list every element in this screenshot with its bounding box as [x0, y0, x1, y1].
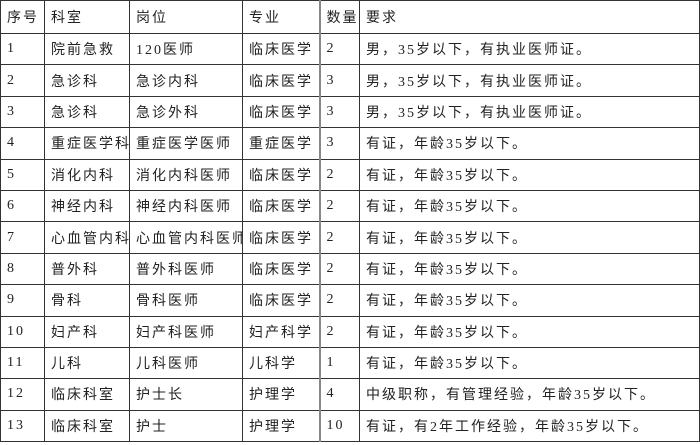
position-cell: 骨科医师: [129, 284, 243, 317]
quantity-cell: 2: [318, 189, 360, 223]
requirement-cell: 有证，年龄35岁以下。: [359, 127, 700, 160]
table-row: 2 急诊科 急诊内科 临床医学 3 男，35岁以下，有执业医师证。: [0, 64, 700, 97]
position-cell: 普外科医师: [129, 252, 243, 286]
table-row: 8 普外科 普外科医师 临床医学 2 有证，年龄35岁以下。: [0, 252, 700, 286]
index-cell: 4: [0, 127, 45, 160]
department-cell: 院前急救: [44, 32, 130, 66]
position-cell: 消化内科医师: [129, 158, 243, 191]
index-cell: 7: [0, 221, 45, 254]
index-cell: 11: [0, 346, 45, 380]
index-cell: 1: [0, 32, 45, 66]
quantity-cell: 10: [318, 409, 360, 443]
department-cell: 急诊科: [44, 64, 130, 97]
table-row: 4 重症医学科 重症医学医师 重症医学 3 有证，年龄35岁以下。: [0, 127, 700, 160]
major-cell: 重症医学: [242, 127, 320, 160]
header-cell: 科室: [44, 0, 130, 34]
quantity-cell: 1: [318, 346, 360, 380]
major-cell: 临床医学: [242, 252, 320, 286]
quantity-cell: 2: [318, 252, 360, 286]
major-cell: 护理学: [242, 409, 320, 443]
requirement-cell: 有证，年龄35岁以下。: [359, 189, 700, 223]
index-cell: 6: [0, 189, 45, 223]
position-cell: 儿科医师: [129, 346, 243, 380]
requirement-cell: 男，35岁以下，有执业医师证。: [359, 95, 700, 129]
position-cell: 120医师: [129, 32, 243, 66]
header-cell: 数量: [318, 0, 360, 34]
department-cell: 神经内科: [44, 189, 130, 223]
major-cell: 临床医学: [242, 95, 320, 129]
department-cell: 重症医学科: [44, 127, 130, 160]
quantity-cell: 3: [318, 127, 360, 160]
department-cell: 临床科室: [44, 409, 130, 443]
requirement-cell: 中级职称，有管理经验，年龄35岁以下。: [359, 378, 700, 411]
department-cell: 妇产科: [44, 315, 130, 348]
department-cell: 心血管内科: [44, 221, 130, 254]
major-cell: 儿科学: [242, 346, 320, 380]
requirement-cell: 有证，年龄35岁以下。: [359, 252, 700, 286]
quantity-cell: 2: [318, 158, 360, 191]
index-cell: 13: [0, 409, 45, 443]
index-cell: 10: [0, 315, 45, 348]
department-cell: 急诊科: [44, 95, 130, 129]
index-cell: 8: [0, 252, 45, 286]
quantity-cell: 3: [318, 95, 360, 129]
table-row: 3 急诊科 急诊外科 临床医学 3 男，35岁以下，有执业医师证。: [0, 95, 700, 129]
position-cell: 急诊内科: [129, 64, 243, 97]
major-cell: 妇产科学: [242, 315, 320, 348]
department-cell: 消化内科: [44, 158, 130, 191]
header-cell: 岗位: [129, 0, 243, 34]
index-cell: 12: [0, 378, 45, 411]
table-row: 9 骨科 骨科医师 临床医学 2 有证，年龄35岁以下。: [0, 284, 700, 317]
index-cell: 3: [0, 95, 45, 129]
header-cell: 序号: [0, 0, 45, 34]
requirement-cell: 有证，年龄35岁以下。: [359, 346, 700, 380]
requirement-cell: 有证，年龄35岁以下。: [359, 221, 700, 254]
department-cell: 普外科: [44, 252, 130, 286]
table-row: 1 院前急救 120医师 临床医学 2 男，35岁以下，有执业医师证。: [0, 32, 700, 66]
table-row: 13 临床科室 护士 护理学 10 有证，有2年工作经验，年龄35岁以下。: [0, 409, 700, 443]
position-cell: 妇产科医师: [129, 315, 243, 348]
table-row: 5 消化内科 消化内科医师 临床医学 2 有证，年龄35岁以下。: [0, 158, 700, 191]
table-row: 12 临床科室 护士长 护理学 4 中级职称，有管理经验，年龄35岁以下。: [0, 378, 700, 411]
requirement-cell: 有证，年龄35岁以下。: [359, 284, 700, 317]
table-row: 11 儿科 儿科医师 儿科学 1 有证，年龄35岁以下。: [0, 346, 700, 380]
position-cell: 护士: [129, 409, 243, 443]
major-cell: 临床医学: [242, 284, 320, 317]
requirement-cell: 有证，年龄35岁以下。: [359, 315, 700, 348]
requirement-cell: 有证，有2年工作经验，年龄35岁以下。: [359, 409, 700, 443]
table-row: 7 心血管内科 心血管内科医师 临床医学 2 有证，年龄35岁以下。: [0, 221, 700, 254]
index-cell: 2: [0, 64, 45, 97]
table-row: 10 妇产科 妇产科医师 妇产科学 2 有证，年龄35岁以下。: [0, 315, 700, 348]
major-cell: 临床医学: [242, 32, 320, 66]
requirement-cell: 男，35岁以下，有执业医师证。: [359, 64, 700, 97]
header-row: 序号 科室 岗位 专业 数量 要求: [0, 0, 700, 34]
position-cell: 急诊外科: [129, 95, 243, 129]
header-cell: 专业: [242, 0, 320, 34]
department-cell: 骨科: [44, 284, 130, 317]
department-cell: 儿科: [44, 346, 130, 380]
position-cell: 重症医学医师: [129, 127, 243, 160]
major-cell: 临床医学: [242, 221, 320, 254]
major-cell: 临床医学: [242, 158, 320, 191]
quantity-cell: 2: [318, 221, 360, 254]
requirement-cell: 男，35岁以下，有执业医师证。: [359, 32, 700, 66]
quantity-cell: 2: [318, 32, 360, 66]
position-cell: 护士长: [129, 378, 243, 411]
department-cell: 临床科室: [44, 378, 130, 411]
position-cell: 神经内科医师: [129, 189, 243, 223]
quantity-cell: 2: [318, 284, 360, 317]
major-cell: 临床医学: [242, 64, 320, 97]
index-cell: 5: [0, 158, 45, 191]
major-cell: 护理学: [242, 378, 320, 411]
table-row: 6 神经内科 神经内科医师 临床医学 2 有证，年龄35岁以下。: [0, 189, 700, 223]
major-cell: 临床医学: [242, 189, 320, 223]
index-cell: 9: [0, 284, 45, 317]
quantity-cell: 3: [318, 64, 360, 97]
header-cell: 要求: [359, 0, 700, 34]
quantity-cell: 4: [318, 378, 360, 411]
quantity-cell: 2: [318, 315, 360, 348]
position-cell: 心血管内科医师: [129, 221, 243, 254]
requirement-cell: 有证，年龄35岁以下。: [359, 158, 700, 191]
